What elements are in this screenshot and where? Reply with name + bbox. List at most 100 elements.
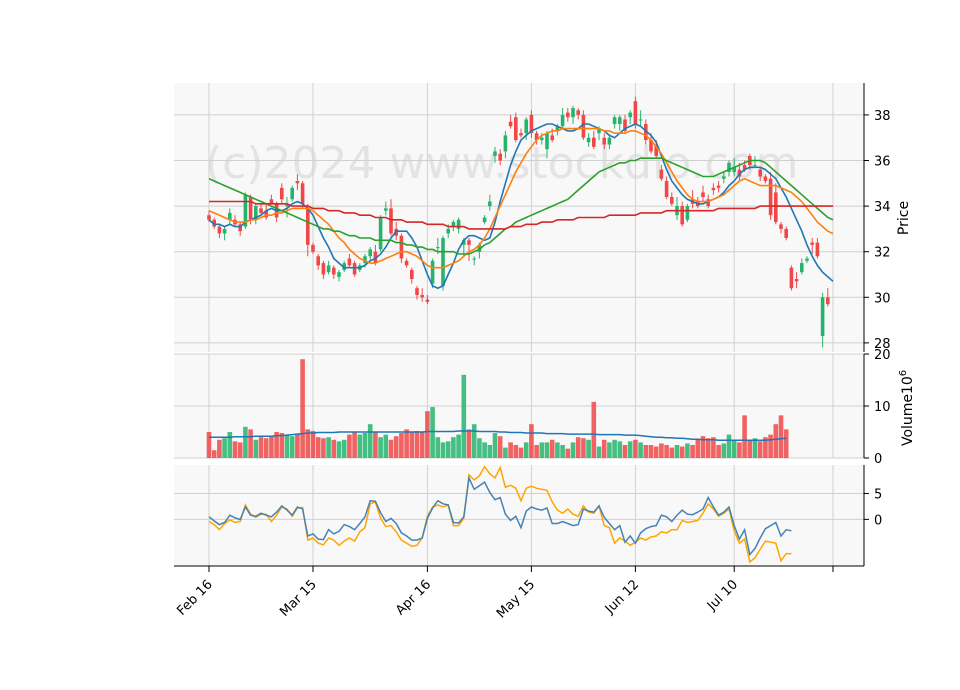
volume-bar [393, 436, 399, 458]
candle-body [826, 297, 830, 305]
volume-bar [653, 446, 659, 458]
x-tick-label: Mar 15 [277, 577, 320, 620]
volume-bar [326, 437, 331, 458]
candle-body [789, 267, 794, 289]
volume-bar [451, 437, 456, 458]
candle-body [217, 226, 222, 234]
candle-body [352, 263, 357, 275]
volume-bar [430, 407, 435, 458]
candle-body [498, 153, 502, 161]
candle-body [680, 206, 684, 225]
volume-bar [523, 442, 529, 458]
volume-bar [664, 445, 669, 458]
candle-body [508, 121, 513, 127]
candle-body [222, 228, 227, 234]
candle-body [649, 139, 653, 152]
candle-body [794, 279, 799, 282]
volume-bar [529, 424, 534, 458]
volume-bar [362, 433, 368, 458]
volume-bar [492, 433, 498, 458]
volume-bar [388, 439, 394, 458]
candle-body [763, 176, 768, 182]
volume-bar [591, 401, 597, 458]
volume-bar [669, 447, 675, 458]
candle-body [482, 217, 487, 223]
volume-bar [549, 439, 555, 458]
volume-bar [315, 437, 321, 458]
candle-body [238, 224, 242, 232]
volume-bar [295, 434, 300, 458]
x-tick-label: Apr 16 [393, 577, 434, 618]
volume-bar [357, 434, 363, 458]
candle-body [664, 181, 669, 197]
volume-bar [222, 438, 227, 458]
volume-bar [716, 445, 721, 458]
volume-bar [778, 415, 784, 458]
volume-axis-exponent: 106 [898, 370, 916, 394]
price-tick-label: 38 [874, 109, 891, 124]
candle-body [300, 183, 305, 204]
volume-bar [274, 432, 279, 458]
candle-body [430, 260, 435, 284]
volume-bar [399, 433, 404, 458]
candle-body [722, 176, 726, 179]
price-panel-background [174, 83, 864, 352]
volume-bar [248, 429, 253, 458]
candle-body [758, 169, 762, 177]
volume-bar [263, 438, 269, 458]
volume-bar [518, 447, 524, 458]
watermark: (c)2024 www.stockdio.com [205, 138, 798, 189]
candle-body [670, 196, 674, 204]
candle-body [410, 269, 414, 280]
candle-body [446, 228, 450, 234]
volume-bar [435, 437, 441, 458]
volume-bar [757, 441, 763, 458]
volume-bar [409, 432, 415, 458]
moving-average-series [208, 123, 834, 290]
volume-bar [289, 436, 295, 458]
candle-body [378, 217, 383, 250]
candle-body [295, 181, 300, 184]
candle-body [384, 208, 388, 211]
candle-body [711, 187, 716, 191]
candle-body [404, 260, 409, 266]
volume-bar [575, 437, 581, 458]
candle-body [774, 192, 778, 223]
candle-body [420, 295, 424, 298]
candle-body [316, 256, 320, 266]
candle-body [462, 240, 466, 245]
candle-body [571, 108, 575, 118]
x-tick-label: May 15 [494, 577, 538, 621]
volume-bar [466, 429, 472, 458]
volume-bar [534, 445, 539, 458]
volume-bar [232, 441, 238, 458]
volume-bar [217, 439, 222, 458]
volume-bar [445, 441, 451, 458]
volume-bar [383, 434, 389, 458]
volume-bar [586, 439, 591, 458]
candle-body [326, 265, 331, 273]
oscillator-series [208, 465, 792, 564]
volume-bar [367, 424, 373, 458]
moving-average-50-line [209, 200, 833, 230]
volume-bar [612, 439, 617, 458]
candle-body [269, 199, 274, 204]
volume-bar [477, 438, 482, 458]
volume-bar [659, 443, 664, 458]
candle-body [373, 251, 378, 264]
candle-body [514, 117, 518, 140]
volume-tick-label: 0 [874, 452, 882, 467]
volume-bar [690, 445, 695, 458]
candle-body [701, 192, 705, 197]
moving-average-20-line [208, 157, 834, 255]
volume-bar [456, 434, 461, 458]
volume-axis-label: Volume [900, 394, 916, 446]
candle-body [633, 101, 638, 125]
volume-bar [461, 374, 467, 458]
volume-bar [321, 438, 326, 458]
volume-bar [726, 434, 732, 458]
volume-bar [737, 442, 742, 458]
candle-body [488, 201, 492, 207]
volume-bar [638, 442, 643, 458]
